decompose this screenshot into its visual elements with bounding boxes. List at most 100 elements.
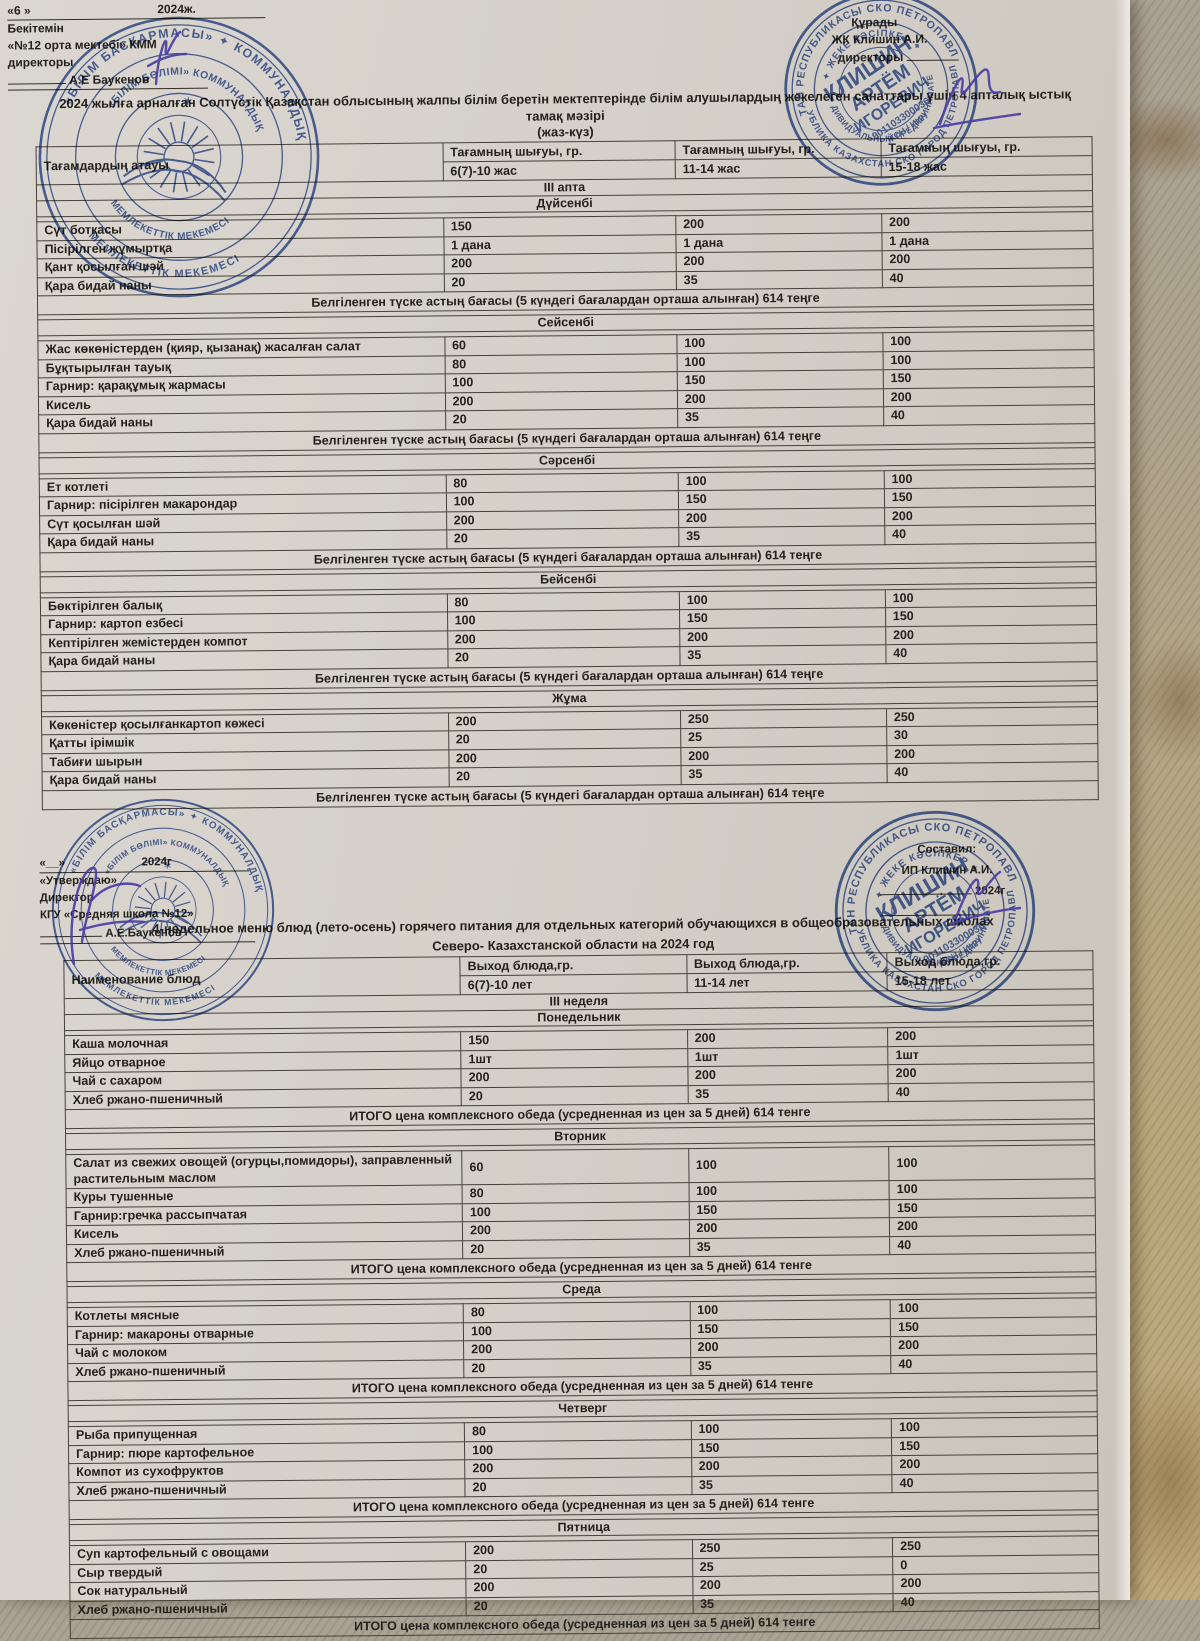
portion-cell: 100	[690, 1418, 892, 1440]
kk-compose-line1: Құрады	[851, 15, 898, 30]
portion-cell: 200	[883, 386, 1095, 407]
portion-cell: 150	[889, 1197, 1096, 1218]
portion-cell: 200	[680, 745, 887, 766]
portion-cell: 250	[892, 1535, 1099, 1557]
portion-cell: 200	[462, 1219, 690, 1241]
portion-cell: 150	[677, 369, 884, 391]
portion-cell: 100	[689, 1299, 891, 1321]
portion-cell: 20	[463, 1357, 691, 1378]
portion-cell: 200	[461, 1066, 688, 1088]
portion-cell: 80	[462, 1182, 689, 1204]
portion-cell: 25	[692, 1556, 893, 1577]
document-page: «6 » 2024ж. Бекітемін «№12 орта мектебі»…	[0, 0, 1130, 1639]
ru-compose-date-row: 2024г	[879, 880, 1070, 903]
portion-cell: 100	[679, 589, 886, 610]
portion-cell: 200	[881, 248, 1094, 270]
portion-cell: 40	[893, 1591, 1100, 1612]
portion-cell: 200	[691, 1455, 892, 1477]
kk-approve-sign-row: А.Е Баукенов	[7, 69, 208, 91]
ru-menu-table: Наименование блюд Выход блюда,гр. Выход бл…	[63, 950, 1100, 1639]
name-column-header: Тағамдардың атауы	[36, 142, 443, 185]
portion-cell: 100	[891, 1416, 1098, 1438]
portion-cell: 200	[884, 505, 1096, 526]
name-column-header: Наименование блюд	[63, 956, 461, 999]
portion-cell: 200	[688, 1217, 890, 1239]
kk-date-prefix: «6 »	[7, 3, 31, 18]
portion-cell: 20	[461, 1085, 688, 1106]
portion-cell: 100	[885, 587, 1097, 608]
portion-cell: 200	[690, 1336, 891, 1358]
age-group-header: 6(7)-10 лет	[460, 973, 687, 995]
portion-cell: 200	[675, 213, 882, 235]
portion-cell: 35	[691, 1474, 893, 1495]
portion-cell: 20	[466, 1595, 693, 1616]
portion-cell: 80	[444, 353, 678, 374]
portion-cell: 60	[444, 334, 677, 356]
portion-cell: 200	[881, 211, 1093, 233]
age-group-header: 11-14 жас	[675, 157, 882, 179]
portion-cell: 200	[465, 1576, 693, 1598]
portion-cell: 100	[882, 349, 1095, 370]
portion-cell: 40	[891, 1472, 1098, 1493]
kk-compose-sign-line	[906, 47, 959, 61]
portion-cell: 100	[889, 1178, 1096, 1200]
portion-cell: 250	[886, 706, 1098, 727]
portion-cell: 40	[885, 642, 1098, 664]
portion-cell: 100	[445, 490, 679, 512]
portion-cell: 150	[460, 1029, 688, 1051]
portion-cell: 150	[891, 1435, 1098, 1456]
portion-cell: 150	[689, 1318, 891, 1339]
age-group-header: 6(7)-10 жас	[442, 159, 676, 181]
age-group-header: 15-18 лет	[887, 969, 1094, 991]
ru-date-line: «__» 2024г	[39, 852, 250, 874]
kk-signature-line	[7, 71, 66, 85]
portion-cell: 150	[884, 486, 1096, 508]
portion-cell: 1 дана	[881, 230, 1094, 251]
portion-cell: 35	[678, 525, 885, 547]
kk-date-gap	[34, 1, 154, 14]
portion-cell: 200	[887, 1025, 1094, 1047]
ru-date-year: 2024г	[141, 856, 172, 869]
portion-cell: 20	[447, 646, 680, 668]
portion-cell: 35	[687, 1083, 889, 1104]
kk-compose-block: Құрады ЖК Клишин А.И. директоры	[799, 13, 1009, 67]
portion-cell: 200	[889, 1215, 1096, 1237]
portion-cell: 35	[677, 406, 884, 428]
ru-compose-line2: ИП Клишин А.И.	[901, 864, 993, 878]
age-group-header: 15-18 жас	[880, 155, 1093, 177]
ru-compose-sign-line	[879, 881, 972, 896]
portion-cell: 20	[462, 1238, 690, 1259]
dish-name-cell: Салат из свежих овощей (огурцы,помидоры)…	[65, 1150, 463, 1189]
portion-cell: 100	[888, 1144, 1095, 1181]
output-column-header: Тағамның шығуы, гр.	[880, 136, 1093, 158]
portion-cell: 250	[691, 1537, 893, 1559]
portion-cell: 100	[883, 468, 1096, 489]
kk-compose-line3: директоры	[837, 49, 904, 65]
portion-cell: 100	[688, 1146, 890, 1183]
portion-cell: 100	[462, 1201, 689, 1222]
portion-cell: 200	[692, 1574, 894, 1596]
portion-cell: 60	[461, 1148, 689, 1185]
portion-cell: 25	[680, 726, 887, 748]
portion-cell: 30	[886, 724, 1098, 746]
portion-cell: 80	[446, 591, 680, 612]
portion-cell: 150	[885, 605, 1097, 627]
portion-cell: 150	[883, 367, 1095, 389]
portion-cell: 1 дана	[443, 234, 676, 255]
portion-cell: 40	[883, 404, 1095, 426]
portion-cell: 100	[676, 332, 883, 354]
portion-cell: 35	[689, 1236, 890, 1257]
portion-cell: 100	[464, 1439, 692, 1460]
portion-cell: 200	[448, 710, 681, 731]
output-column-header: Тағамның шығуы, гр.	[674, 138, 881, 160]
output-column-header: Выход блюда,гр.	[886, 950, 1093, 972]
kk-approve-block: «6 » 2024ж. Бекітемін «№12 орта мектебі»…	[7, 0, 273, 91]
portion-cell: 40	[884, 523, 1096, 545]
age-group-header: 11-14 лет	[686, 971, 888, 993]
kk-approve-line3: директоры	[7, 54, 74, 70]
portion-cell: 150	[679, 607, 886, 629]
portion-cell: 200	[675, 250, 883, 272]
portion-cell: 200	[687, 1027, 888, 1049]
portion-cell: 100	[678, 470, 885, 491]
kk-menu-table: Тағамдардың атауы Тағамның шығуы, гр. Таға…	[36, 136, 1099, 810]
